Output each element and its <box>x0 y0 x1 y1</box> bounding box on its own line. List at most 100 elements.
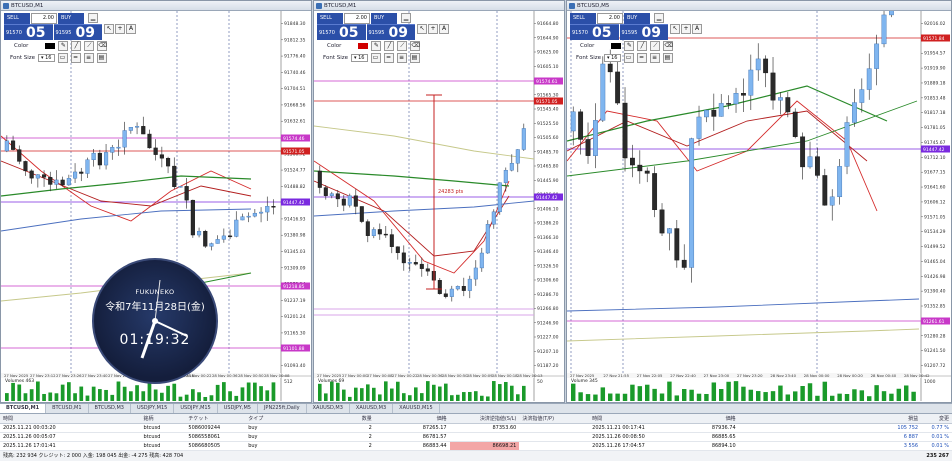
column-header[interactable]: 価格 <box>436 416 447 422</box>
lot-size-input[interactable]: 2.00 <box>31 13 57 24</box>
rect-icon[interactable]: ▭ <box>623 53 634 63</box>
hline-icon[interactable]: ═ <box>70 53 81 63</box>
tab-chart-10[interactable]: XAUUSD,M15 <box>393 404 440 413</box>
lock-icon[interactable]: ▤ <box>409 53 420 63</box>
column-header[interactable]: 数量 <box>361 416 372 422</box>
bid-price-button[interactable]: 91570 05 <box>570 24 619 41</box>
ask-price-button[interactable]: 91595 09 <box>53 24 102 41</box>
tab-chart-8[interactable]: XAUUSD,M3 <box>307 404 350 413</box>
lock-icon[interactable]: ▤ <box>96 53 107 63</box>
table-row[interactable]: 2025.11.26 17:01:41 btcusd 5086680505 buy 2 8… <box>0 442 952 451</box>
crosshair-icon[interactable]: + <box>428 24 438 34</box>
sell-button[interactable]: SELL <box>4 13 30 24</box>
column-header[interactable]: 決済逆指値(S/L) <box>479 416 517 422</box>
chart-window-3[interactable]: BTCUSD,M5 92016.0291991.4591954.5791919.… <box>566 0 952 403</box>
cursor-icon[interactable]: ↖ <box>417 24 427 34</box>
column-header[interactable]: 時間 <box>3 416 14 422</box>
column-header[interactable] <box>739 414 779 423</box>
column-header[interactable]: 時間 <box>592 416 603 422</box>
column-header[interactable]: チケット <box>188 416 209 422</box>
bid-price-digits: 05 <box>339 25 359 41</box>
line-icon[interactable]: ╱ <box>384 41 395 51</box>
bull-candle <box>85 159 90 174</box>
chart-window-1[interactable]: BTCUSD,M1 91848.30 91812.35 91776.40 91740.… <box>0 0 312 403</box>
table-row[interactable]: 2025.11.26 00:05:07 btcusd 5086558061 buy 2 8… <box>0 433 952 442</box>
tab-chart-5[interactable]: USDJPY,M15 <box>174 404 218 413</box>
color-swatch[interactable] <box>358 43 369 49</box>
tab-chart-9[interactable]: XAUUSD,M3 <box>350 404 394 413</box>
buy-button[interactable]: BUY <box>58 13 84 24</box>
pen-icon[interactable]: ✎ <box>58 41 69 51</box>
text-icon[interactable]: A <box>692 24 702 34</box>
line-icon[interactable]: ╱ <box>71 41 82 51</box>
cursor-icon[interactable]: ↖ <box>670 24 680 34</box>
color-swatch[interactable] <box>611 43 622 49</box>
bid-price-button[interactable]: 91570 05 <box>317 24 366 41</box>
crosshair-icon[interactable]: + <box>681 24 691 34</box>
ray-icon[interactable]: ⟋ <box>397 41 408 51</box>
minimize-icon[interactable]: ▁ <box>401 13 411 23</box>
column-header[interactable]: 損益 <box>908 416 919 422</box>
volume-bar <box>474 391 478 401</box>
hline-icon[interactable]: ═ <box>636 53 647 63</box>
font-size-select[interactable]: ▾ 16 <box>38 54 55 62</box>
line-icon[interactable]: ╱ <box>637 41 648 51</box>
tab-chart-1[interactable]: BTCUSD,M1 <box>0 404 47 413</box>
lot-size-input[interactable]: 2.00 <box>597 13 623 24</box>
crosshair-icon[interactable]: + <box>115 24 125 34</box>
bear-candle <box>401 252 406 264</box>
lot-size-input[interactable]: 2.00 <box>344 13 370 24</box>
tab-chart-4[interactable]: USDJPY,M15 <box>131 404 175 413</box>
trash-icon[interactable]: ⌫ <box>663 41 674 51</box>
column-header[interactable]: 変更 <box>939 416 950 422</box>
lock-icon[interactable]: ▤ <box>662 53 673 63</box>
sell-button[interactable]: SELL <box>570 13 596 24</box>
tab-chart-6[interactable]: USDJPY,M5 <box>218 404 258 413</box>
hline-icon[interactable]: ═ <box>383 53 394 63</box>
cursor-icon[interactable]: ↖ <box>104 24 114 34</box>
ray-icon[interactable]: ⟋ <box>650 41 661 51</box>
column-header[interactable]: 決済指値(T/P) <box>522 416 555 422</box>
bid-price-button[interactable]: 91570 05 <box>4 24 53 41</box>
column-header[interactable] <box>779 414 819 423</box>
table-row[interactable]: 2025.11.21 00:03:20 btcusd 5086009244 buy 2 8… <box>0 424 952 433</box>
bull-candle <box>866 68 872 90</box>
pen-icon[interactable]: ✎ <box>371 41 382 51</box>
one-click-trading-panel: SELL 2.00 BUY ▁ 91570 05 91595 09 ↖ + A … <box>317 13 449 75</box>
fib-icon[interactable]: ≡ <box>396 53 407 63</box>
column-header[interactable]: 銘柄 <box>143 416 154 422</box>
trash-icon[interactable]: ⌫ <box>410 41 421 51</box>
ray-icon[interactable]: ⟋ <box>84 41 95 51</box>
color-swatch[interactable] <box>45 43 56 49</box>
pen-icon[interactable]: ✎ <box>624 41 635 51</box>
font-size-select[interactable]: ▾ 16 <box>351 54 368 62</box>
trash-icon[interactable]: ⌫ <box>97 41 108 51</box>
column-header[interactable] <box>818 414 858 423</box>
bear-candle <box>17 149 22 162</box>
buy-button[interactable]: BUY <box>371 13 397 24</box>
fib-icon[interactable]: ≡ <box>649 53 660 63</box>
time-tick-label: 27 Nov 00:00 <box>342 373 368 378</box>
column-header[interactable] <box>105 414 141 423</box>
fib-icon[interactable]: ≡ <box>83 53 94 63</box>
tab-chart-3[interactable]: BTCUSD,M3 <box>89 404 131 413</box>
minimize-icon[interactable]: ▁ <box>88 13 98 23</box>
chart-window-2[interactable]: BTCUSD,M1 91664.80 91644.90 91625.00 91605.… <box>313 0 565 403</box>
column-header[interactable]: タイプ <box>248 416 264 422</box>
text-icon[interactable]: A <box>126 24 136 34</box>
ask-price-button[interactable]: 91595 09 <box>619 24 668 41</box>
rect-icon[interactable]: ▭ <box>370 53 381 63</box>
rect-icon[interactable]: ▭ <box>57 53 68 63</box>
buy-button[interactable]: BUY <box>624 13 650 24</box>
minimize-icon[interactable]: ▁ <box>654 13 664 23</box>
ask-price-button[interactable]: 91595 09 <box>366 24 415 41</box>
column-header[interactable]: 価格 <box>725 416 736 422</box>
text-icon[interactable]: A <box>439 24 449 34</box>
tab-chart-2[interactable]: BTCUSD,M1 <box>46 404 89 413</box>
volume-bar <box>652 388 657 401</box>
font-size-select[interactable]: ▾ 16 <box>604 54 621 62</box>
price-chart[interactable]: 92016.0291991.4591954.5791919.9091889.18… <box>567 11 951 403</box>
sell-button[interactable]: SELL <box>317 13 343 24</box>
tab-chart-7[interactable]: JPN225ft,Daily <box>258 404 307 413</box>
price-chart[interactable]: 91664.8091644.9091625.0091605.1091585.20… <box>314 11 564 403</box>
